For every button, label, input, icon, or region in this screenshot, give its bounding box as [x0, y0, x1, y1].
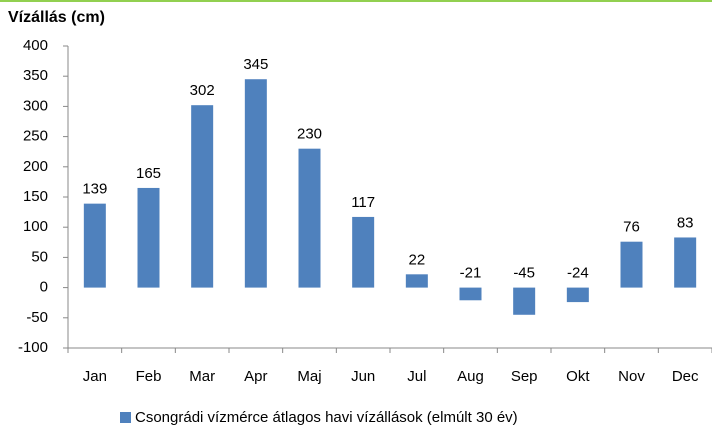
data-label: 22 — [408, 251, 425, 268]
legend-label: Csongrádi vízmérce átlagos havi vízállás… — [135, 409, 518, 426]
bar — [244, 79, 267, 288]
bar — [405, 274, 428, 288]
y-tick-label: -50 — [26, 309, 48, 326]
y-tick-label: 150 — [23, 188, 48, 205]
data-label: 139 — [82, 181, 107, 198]
data-label: 230 — [297, 126, 322, 143]
bar — [674, 237, 697, 288]
data-label: 117 — [351, 194, 375, 211]
bar — [191, 105, 214, 288]
bar — [352, 216, 375, 288]
y-tick-label: 0 — [40, 279, 48, 296]
y-tick-label: 400 — [23, 37, 48, 54]
legend-swatch — [120, 412, 131, 423]
x-tick-label: Jan — [83, 368, 107, 385]
x-tick-label: Jul — [407, 368, 426, 385]
bar — [83, 203, 106, 288]
x-tick-label: Sep — [511, 368, 538, 385]
data-label: 83 — [677, 214, 694, 231]
bar — [566, 287, 589, 303]
data-label: 302 — [190, 82, 215, 99]
data-label: 76 — [623, 219, 640, 236]
y-tick-label: 300 — [23, 97, 48, 114]
x-tick-label: Okt — [566, 368, 590, 385]
x-tick-label: Mar — [189, 368, 215, 385]
x-tick-label: Dec — [672, 368, 699, 385]
y-tick-label: 350 — [23, 67, 48, 84]
x-tick-label: Feb — [136, 368, 162, 385]
data-label: -45 — [513, 265, 535, 282]
data-label: -21 — [460, 265, 482, 282]
y-tick-label: -100 — [18, 339, 48, 356]
x-tick-label: Aug — [457, 368, 484, 385]
bar — [459, 287, 482, 301]
x-tick-label: Jun — [351, 368, 375, 385]
chart-title: Vízállás (cm) — [8, 9, 105, 26]
data-label: -24 — [567, 265, 589, 282]
y-tick-label: 50 — [31, 248, 48, 265]
y-tick-label: 250 — [23, 128, 48, 145]
data-label: 345 — [243, 56, 268, 73]
y-tick-label: 200 — [23, 158, 48, 175]
x-tick-label: Nov — [618, 368, 645, 385]
data-label: 165 — [136, 165, 161, 182]
y-tick-label: 100 — [23, 218, 48, 235]
bar — [137, 187, 160, 288]
x-tick-label: Apr — [244, 368, 267, 385]
bar — [620, 241, 643, 288]
x-tick-label: Maj — [297, 368, 321, 385]
bar — [513, 287, 536, 315]
bar — [298, 148, 321, 288]
